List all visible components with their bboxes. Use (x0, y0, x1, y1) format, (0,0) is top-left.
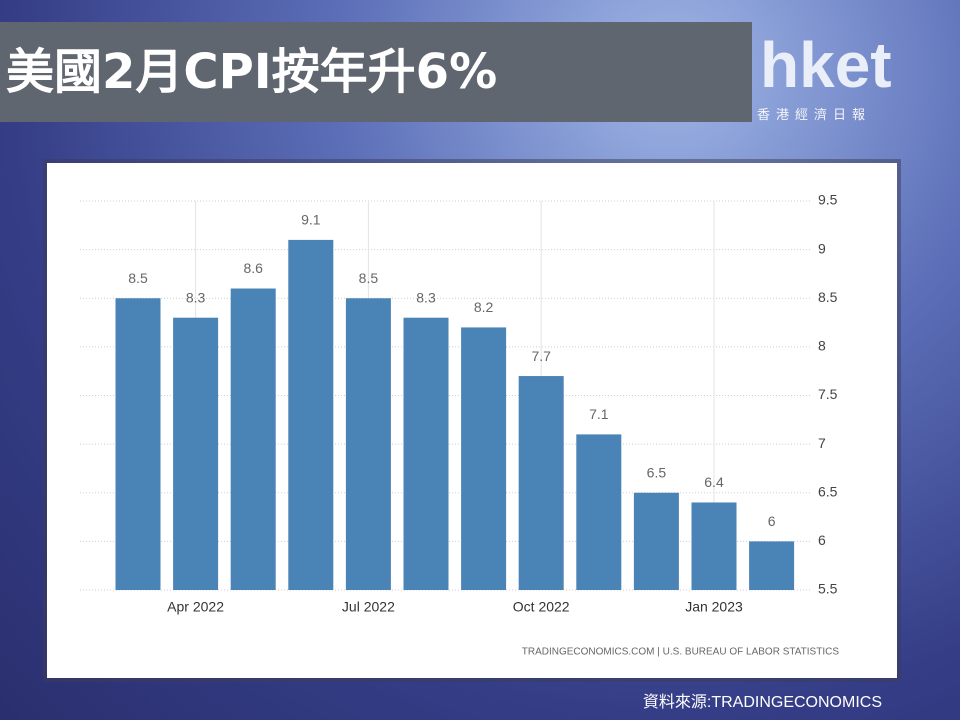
chart-panel: TRADINGECONOMICS.COM | U.S. BUREAU OF LA… (47, 163, 897, 678)
value-label: 7.7 (531, 348, 551, 364)
chart-source: TRADINGECONOMICS.COM | U.S. BUREAU OF LA… (522, 647, 840, 658)
y-tick-label: 5.5 (818, 581, 838, 597)
bar (691, 502, 737, 590)
x-tick-label: Jan 2023 (685, 599, 743, 615)
y-tick-label: 8 (818, 338, 826, 354)
y-tick-label: 9.5 (818, 192, 838, 208)
bar (288, 239, 334, 590)
value-label: 7.1 (589, 406, 609, 422)
value-label: 8.6 (243, 260, 263, 276)
logo: hket (760, 29, 892, 101)
y-tick-label: 7 (818, 435, 826, 451)
bar (115, 298, 161, 590)
bar (576, 434, 622, 590)
y-tick-label: 7.5 (818, 386, 838, 402)
value-label: 8.3 (186, 289, 206, 305)
logo-subtitle: 香港經濟日報 (757, 108, 872, 123)
bar (345, 298, 391, 590)
value-label: 9.1 (301, 212, 321, 228)
y-tick-label: 6.5 (818, 483, 838, 499)
x-tick-label: Oct 2022 (513, 599, 570, 615)
value-label: 8.2 (474, 299, 494, 315)
caption: 資料來源:TRADINGECONOMICS (642, 694, 882, 711)
value-label: 6 (768, 513, 776, 529)
chart: TRADINGECONOMICS.COM | U.S. BUREAU OF LA… (80, 192, 840, 658)
x-tick-label: Jul 2022 (342, 599, 395, 615)
x-tick-label: Apr 2022 (167, 599, 224, 615)
bar (749, 541, 795, 590)
value-label: 6.4 (704, 474, 724, 490)
y-tick-label: 9 (818, 240, 826, 256)
value-label: 8.3 (416, 289, 436, 305)
bar (461, 327, 507, 590)
bar (173, 317, 219, 590)
y-tick-label: 6 (818, 532, 826, 548)
bar (633, 492, 679, 590)
value-label: 6.5 (647, 464, 667, 480)
bar (403, 317, 449, 590)
headline: 美國2月CPI按年升6% (0, 22, 752, 122)
y-tick-label: 8.5 (818, 289, 838, 305)
bar (230, 288, 276, 590)
value-label: 8.5 (128, 270, 148, 286)
bar (518, 376, 564, 590)
value-label: 8.5 (359, 270, 379, 286)
